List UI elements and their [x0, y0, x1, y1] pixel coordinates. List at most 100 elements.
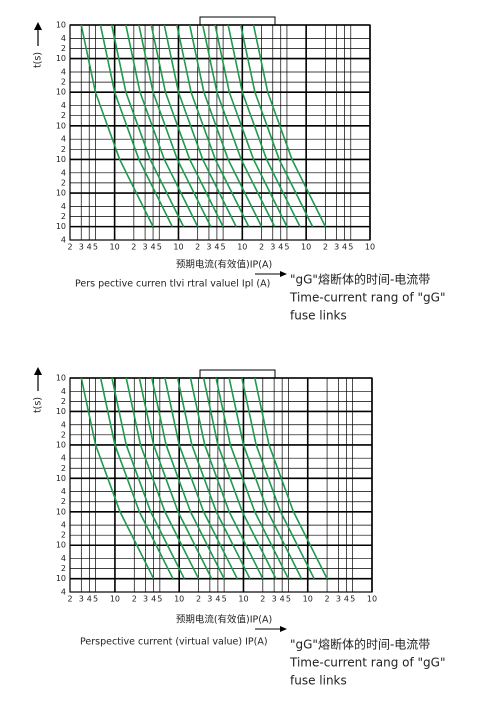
x-axis-label-en: Pers pective curren tlvi rtral valuel Ip… — [75, 279, 270, 290]
y-tick-label: 2 — [61, 464, 66, 473]
x-tick-label: 5 — [286, 595, 291, 604]
y-tick-label: 10 — [56, 574, 66, 583]
y-tick-label: 10 — [56, 474, 66, 483]
fuse-curve — [125, 24, 199, 227]
x-tick-label: 10 — [237, 243, 247, 252]
caption: fuse links — [290, 309, 347, 323]
fuse-curve — [150, 24, 224, 227]
x-tick-label: 5 — [93, 595, 98, 604]
y-tick-label: 4 — [61, 236, 66, 245]
x-tick-label: 5 — [221, 243, 226, 252]
x-tick-label: 5 — [93, 243, 98, 252]
y-tick-label: 2 — [61, 430, 66, 439]
y-tick-label: 2 — [61, 44, 66, 53]
y-tick-label: 4 — [61, 521, 66, 530]
x-tick-label: 2 — [196, 595, 201, 604]
x-tick-label: 10 — [174, 595, 184, 604]
y-tick-label: 4 — [61, 34, 66, 43]
fuse-curve — [151, 377, 225, 580]
x-tick-label: 3 — [143, 243, 148, 252]
fuse-curve — [188, 24, 263, 227]
y-tick-label: 4 — [61, 202, 66, 211]
y-tick-label: 4 — [61, 101, 66, 110]
fuse-curve — [189, 377, 264, 580]
x-tick-label: 5 — [350, 595, 355, 604]
fuse-curve — [99, 24, 173, 227]
x-tick-label: 2 — [260, 595, 265, 604]
fuse-curve — [176, 24, 250, 227]
x-tick-label: 10 — [110, 595, 120, 604]
caption: fuse links — [290, 674, 347, 688]
fuse-curve — [138, 24, 212, 227]
x-tick-label: 4 — [278, 243, 283, 252]
y-tick-label: 2 — [61, 564, 66, 573]
x-tick-label: 10 — [110, 243, 120, 252]
x-tick-label: 10 — [303, 595, 313, 604]
x-tick-label: 10 — [173, 243, 183, 252]
x-tick-label: 5 — [157, 595, 162, 604]
x-tick-label: 3 — [334, 243, 339, 252]
x-tick-label: 2 — [67, 243, 72, 252]
y-tick-label: 10 — [56, 88, 66, 97]
y-tick-label: 10 — [56, 21, 66, 30]
x-tick-label: 3 — [206, 243, 211, 252]
x-tick-label: 2 — [132, 595, 137, 604]
y-axis-label: t(s) — [33, 397, 44, 413]
x-tick-label: 4 — [87, 595, 92, 604]
x-tick-label: 4 — [215, 595, 220, 604]
y-tick-label: 4 — [61, 135, 66, 144]
y-axis-label: t(s) — [33, 52, 44, 68]
caption: Time-current rang of "gG" — [289, 291, 445, 305]
fuse-curve — [228, 377, 303, 580]
x-tick-label: 4 — [344, 595, 349, 604]
y-arrow-head — [34, 367, 42, 375]
x-tick-label: 4 — [87, 243, 92, 252]
y-tick-label: 2 — [61, 178, 66, 187]
x-tick-label: 2 — [195, 243, 200, 252]
x-tick-label: 2 — [131, 243, 136, 252]
y-tick-label: 10 — [56, 222, 66, 231]
x-tick-label: 2 — [67, 595, 72, 604]
fuse-curve — [80, 377, 155, 580]
y-tick-label: 10 — [56, 541, 66, 550]
y-tick-label: 2 — [61, 531, 66, 540]
x-tick-label: 2 — [323, 243, 328, 252]
x-tick-label: 5 — [157, 243, 162, 252]
frame-tab — [199, 369, 276, 379]
x-tick-label: 4 — [214, 243, 219, 252]
y-tick-label: 10 — [56, 155, 66, 164]
fuse-curve — [241, 377, 315, 580]
fuse-curve — [252, 24, 327, 227]
caption: "gG"熔断体的时间-电流带 — [290, 272, 430, 287]
x-tick-label: 2 — [259, 243, 264, 252]
y-tick-label: 10 — [56, 440, 66, 449]
x-axis-label-en: Perspective current (virtual value) IP(A… — [80, 637, 268, 648]
fuse-curve — [138, 377, 213, 580]
x-tick-label: 10 — [365, 243, 375, 252]
x-tick-label: 4 — [151, 243, 156, 252]
fuse-curve — [110, 24, 185, 227]
fuse-curve — [176, 377, 251, 580]
y-tick-label: 10 — [56, 121, 66, 130]
caption: "gG"熔断体的时间-电流带 — [290, 637, 430, 652]
x-arrow-head — [280, 271, 287, 277]
fuse-curve — [214, 24, 288, 227]
x-tick-label: 10 — [367, 595, 377, 604]
y-tick-label: 4 — [61, 554, 66, 563]
x-axis-label: 预期电流(有效值)IP(A) — [176, 259, 272, 271]
x-tick-label: 3 — [272, 595, 277, 604]
fuse-curve — [163, 24, 237, 227]
x-tick-label: 3 — [336, 595, 341, 604]
y-tick-label: 4 — [61, 420, 66, 429]
y-tick-label: 2 — [61, 212, 66, 221]
fuse-curve — [253, 377, 328, 580]
y-tick-label: 2 — [61, 78, 66, 87]
y-tick-label: 2 — [61, 397, 66, 406]
x-tick-label: 2 — [325, 595, 330, 604]
y-tick-label: 4 — [61, 588, 66, 597]
x-tick-label: 3 — [143, 595, 148, 604]
x-tick-label: 4 — [151, 595, 156, 604]
x-tick-label: 3 — [79, 595, 84, 604]
x-tick-label: 10 — [238, 595, 248, 604]
caption: Time-current rang of "gG" — [289, 656, 445, 670]
